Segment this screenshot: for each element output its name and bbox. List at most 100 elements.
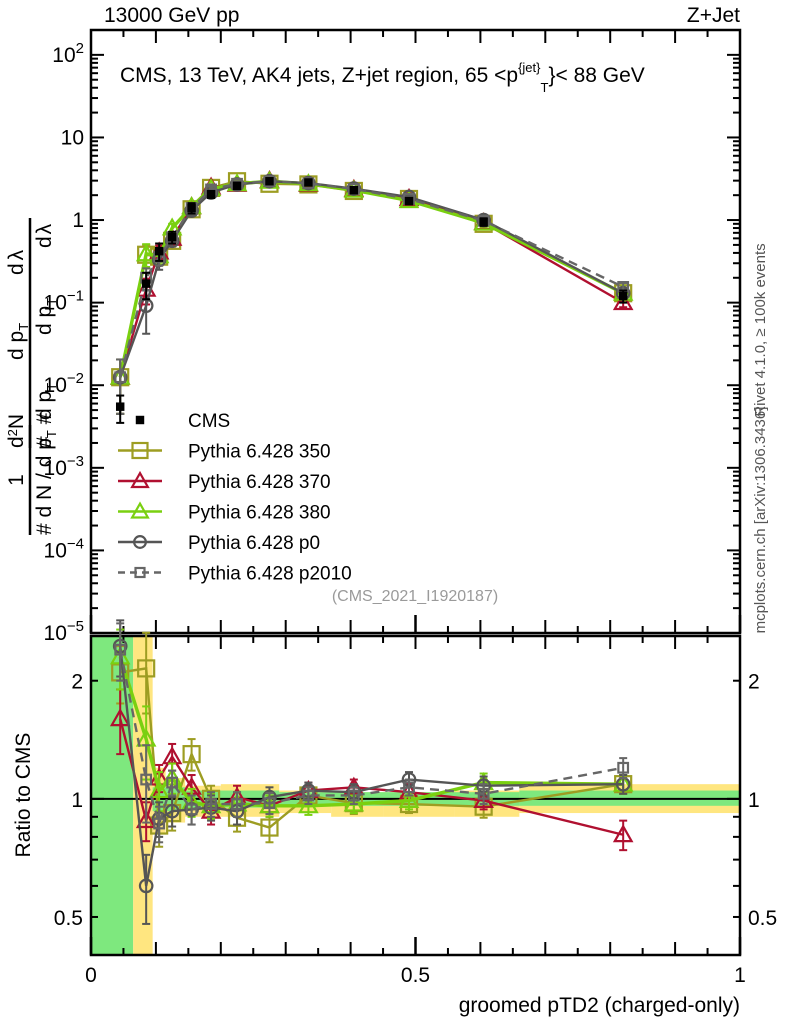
ratio-y-tick-label-right: 2 [748,671,760,694]
main-y-tick-labels: 102 10 1 10−1 10−2 10−3 10−4 10−5 [44,40,84,645]
y-den-part1: # [33,436,56,448]
main-y-tick-label: 1 [72,209,84,232]
main-y-tick-label: 10−1 [44,288,84,315]
data-marker [140,773,153,786]
main-y-tick-label: 10−3 [44,453,84,480]
main-y-tick-label: 10−5 [44,618,84,645]
data-marker [114,643,127,656]
legend-label: Pythia 6.428 350 [188,442,331,463]
data-marker [187,203,196,213]
data-marker [135,243,157,262]
data-marker [164,803,180,819]
main-y-tick-label: 10−4 [44,535,84,562]
data-marker [403,781,415,794]
legend-item-pythia-6-428-350[interactable]: Pythia 6.428 350 [118,442,331,463]
header-right-label: Z+Jet [687,4,740,27]
side-label-mcplots: mcplots.cern.ch [arXiv:1306.3436] [752,407,769,634]
ratio-y-tick-label: 2 [71,671,83,694]
series-cms [115,177,628,424]
x-tick-labels: 0 0.5 1 [85,964,746,987]
data-marker [265,177,274,186]
ratio-y-tick-label: 0.5 [54,907,83,930]
data-marker [154,246,164,256]
ratio-y-axis-label: Ratio to CMS [12,733,35,858]
y-outer-num: 1 [5,474,28,486]
data-marker [137,659,156,678]
data-marker [263,797,276,810]
legend[interactable]: CMS Pythia 6.428 350 Pythia 6.428 370 Pythi… [118,411,352,585]
data-marker [398,789,420,809]
legend-item-cms[interactable]: CMS [135,411,230,432]
data-marker [115,402,125,411]
data-marker [135,809,157,829]
data-marker [131,441,149,460]
side-label-rivet: Rivet 4.1.0, ≥ 100k events [752,243,769,416]
data-marker [263,175,276,188]
data-marker [135,415,145,425]
data-marker [167,232,177,242]
ratio-series-pythia-6-428-p2010 [114,622,630,844]
x-tick-label: 0.5 [401,964,430,987]
data-marker [618,291,628,301]
legend-item-pythia-6-428-380[interactable]: Pythia 6.428 380 [118,501,331,524]
legend-label: CMS [188,411,230,432]
data-marker [141,279,151,288]
legend-item-pythia-6-428-p2010[interactable]: Pythia 6.428 p2010 [118,564,352,585]
legend-label: Pythia 6.428 p2010 [188,564,352,585]
data-marker [133,535,147,549]
data-marker [205,798,217,810]
data-marker [206,190,216,199]
data-marker [343,793,365,812]
ratio-y-tick-labels: 2 2 1 1 0.5 0.5 [54,671,777,930]
data-marker [109,708,131,727]
x-axis-label: groomed pTD2 (charged-only) [459,994,740,1017]
legend-label: Pythia 6.428 p0 [188,533,320,554]
data-marker [134,566,146,579]
main-y-tick-label: 10 [61,126,84,149]
main-panel-series [109,170,634,424]
data-marker [612,824,634,843]
main-y-tick-label: 10−2 [44,370,84,397]
data-marker [182,745,201,764]
ratio-y-tick-label-right: 1 [748,789,760,812]
x-tick-label: 1 [734,964,746,987]
data-marker [617,761,630,774]
data-marker [130,501,150,519]
data-marker [138,878,154,894]
data-marker [114,371,127,384]
data-marker [231,798,243,810]
ratio-panel-series [109,619,634,925]
main-annotation-title: CMS, 13 TeV, AK4 jets, Z+jet region, 65 … [120,60,645,95]
data-marker [260,818,279,837]
legend-label: Pythia 6.428 380 [188,503,331,524]
data-marker [232,181,242,190]
data-marker [479,217,488,227]
data-marker [185,803,198,816]
header-left-label: 13000 GeV pp [104,4,239,27]
main-y-tick-label: 102 [52,40,84,67]
data-marker [404,196,414,206]
data-marker [148,779,170,799]
watermark-label: (CMS_2021_I1920187) [332,588,498,605]
data-marker [302,789,315,802]
y-num-part1: d2N [5,414,28,448]
data-marker [166,776,179,789]
data-marker [347,789,360,802]
ratio-band [91,636,134,955]
data-marker [612,292,634,311]
data-marker [153,817,166,830]
data-marker [130,470,150,489]
x-tick-label: 0 [85,964,97,987]
data-marker [349,185,359,195]
legend-item-pythia-6-428-370[interactable]: Pythia 6.428 370 [118,470,331,493]
legend-item-pythia-6-428-p0[interactable]: Pythia 6.428 p0 [118,533,320,554]
legend-label: Pythia 6.428 370 [188,472,331,493]
data-marker [477,787,490,800]
data-marker [304,178,313,187]
ratio-y-tick-label: 1 [71,789,83,812]
main-panel-frame [89,28,742,635]
data-marker [298,795,319,814]
ratio-y-tick-label-right: 0.5 [748,907,777,930]
